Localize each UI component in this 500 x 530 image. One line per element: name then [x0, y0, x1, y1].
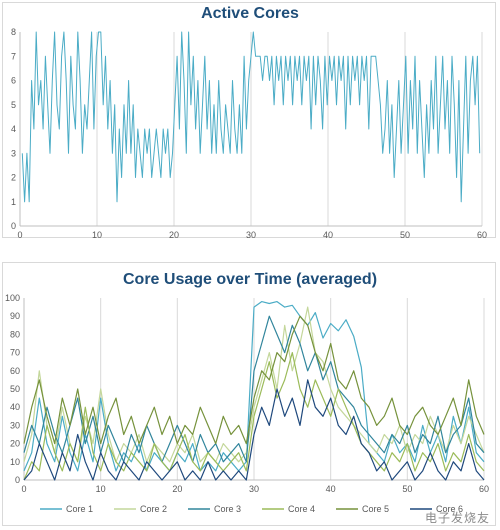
y-tick-label: 20	[10, 439, 20, 449]
legend-label: Core 3	[214, 504, 241, 514]
chart1-title: Active Cores	[201, 5, 299, 22]
series-line-4	[23, 352, 485, 481]
series-line-2	[23, 306, 485, 463]
y-tick-label: 0	[11, 221, 16, 231]
y-tick-label: 6	[11, 76, 16, 86]
x-tick-label: 40	[326, 484, 336, 494]
core-usage-panel	[2, 262, 496, 526]
y-tick-label: 10	[10, 457, 20, 467]
y-tick-label: 8	[11, 27, 16, 37]
x-tick-label: 50	[400, 230, 410, 240]
y-tick-label: 4	[11, 124, 16, 134]
y-tick-label: 100	[5, 293, 20, 303]
legend-label: Core 4	[288, 504, 315, 514]
x-tick-label: 0	[17, 230, 22, 240]
x-tick-label: 10	[96, 484, 106, 494]
watermark-text: 电子发烧友	[424, 511, 490, 525]
x-tick-label: 60	[477, 230, 487, 240]
legend-label: Core 1	[66, 504, 93, 514]
x-tick-label: 20	[169, 230, 179, 240]
y-tick-label: 2	[11, 173, 16, 183]
legend-label: Core 2	[140, 504, 167, 514]
x-tick-label: 0	[21, 484, 26, 494]
y-tick-label: 50	[10, 384, 20, 394]
x-tick-label: 30	[249, 484, 259, 494]
x-tick-label: 30	[246, 230, 256, 240]
legend-label: Core 5	[362, 504, 389, 514]
active-cores-panel	[2, 2, 496, 238]
y-tick-label: 3	[11, 148, 16, 158]
y-tick-label: 1	[11, 197, 16, 207]
y-tick-label: 0	[15, 475, 20, 485]
legend-label: Core 6	[436, 504, 463, 514]
y-tick-label: 60	[10, 366, 20, 376]
y-tick-label: 5	[11, 100, 16, 110]
x-tick-label: 60	[479, 484, 489, 494]
chart2-title: Core Usage over Time (averaged)	[122, 271, 378, 288]
y-tick-label: 80	[10, 329, 20, 339]
y-tick-label: 7	[11, 51, 16, 61]
x-tick-label: 10	[92, 230, 102, 240]
x-tick-label: 40	[323, 230, 333, 240]
y-tick-label: 40	[10, 402, 20, 412]
x-tick-label: 20	[172, 484, 182, 494]
y-tick-label: 30	[10, 420, 20, 430]
series-line-1	[21, 31, 481, 203]
x-tick-label: 50	[402, 484, 412, 494]
series-line-6	[23, 379, 485, 481]
y-tick-label: 90	[10, 311, 20, 321]
series-line-5	[23, 315, 485, 445]
y-tick-label: 70	[10, 348, 20, 358]
